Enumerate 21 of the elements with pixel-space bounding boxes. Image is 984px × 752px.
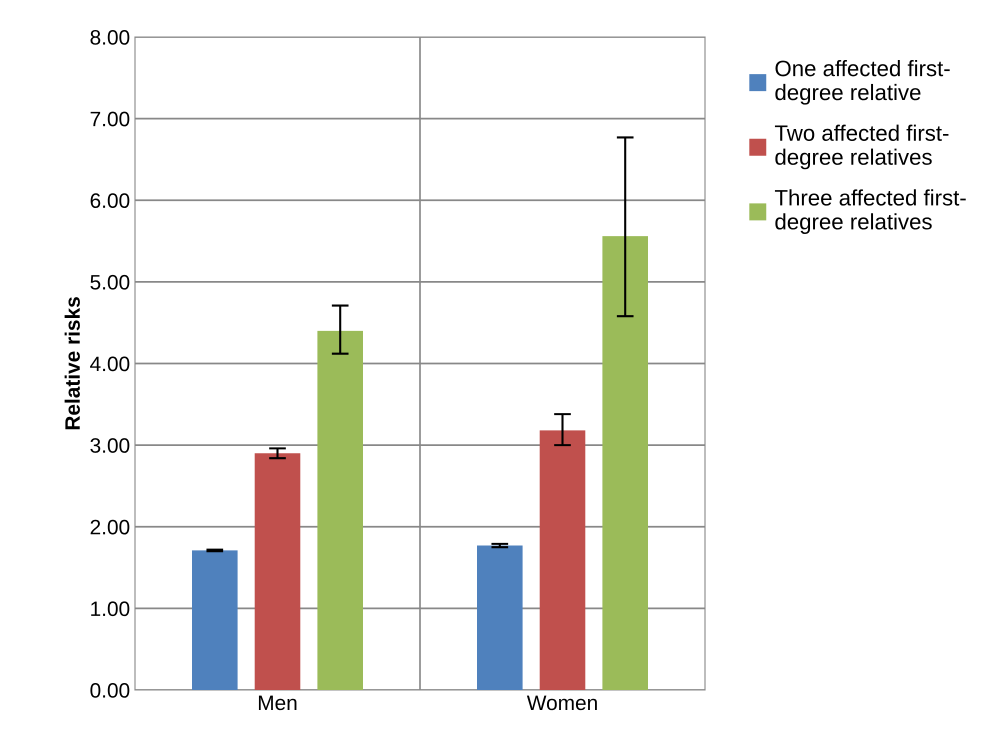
y-tick-label: 0.00 [90, 683, 130, 698]
x-tick-label: Women [526, 696, 597, 710]
bar [317, 330, 363, 690]
bar [540, 430, 586, 690]
bar [192, 550, 238, 690]
y-tick-label: 5.00 [90, 274, 130, 290]
y-tick-label: 6.00 [90, 193, 130, 208]
legend-label: Three affected first-degree relatives [774, 189, 966, 234]
legend-label: One affected first-degree relative [775, 60, 950, 105]
legend-label: Two affected first-degree relatives [774, 124, 948, 170]
bar [477, 546, 523, 690]
bar [254, 453, 300, 690]
y-tick-label: 2.00 [90, 520, 130, 535]
x-tick-label: Men [258, 696, 296, 710]
bar [602, 236, 648, 690]
y-tick-label: 3.00 [90, 438, 130, 453]
y-tick-label: 7.00 [90, 112, 130, 126]
y-tick-label: 4.00 [90, 356, 130, 372]
y-tick-label: 8.00 [90, 30, 130, 45]
y-tick-label: 1.00 [91, 601, 130, 616]
y-axis-title: Relative risks [64, 297, 80, 430]
